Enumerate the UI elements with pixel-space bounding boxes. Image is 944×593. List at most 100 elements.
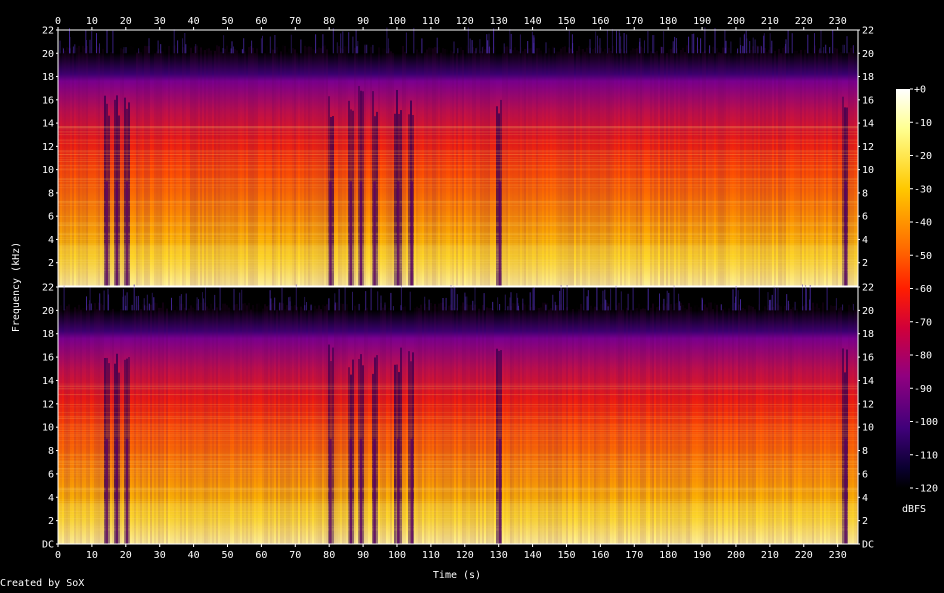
y-tick-label-left: 6	[48, 469, 54, 480]
x-tick-label-top: 100	[388, 16, 406, 27]
y-tick-label-right: 12	[862, 399, 874, 410]
x-tick-label-bottom: 160	[591, 550, 609, 561]
colorbar-tick-label: -60	[914, 284, 932, 295]
y-tick-label-left: 14	[42, 376, 54, 387]
x-tick-label-top: 210	[761, 16, 779, 27]
x-tick-label-bottom: 90	[357, 550, 369, 561]
colorbar-tick-label: -50	[914, 251, 932, 262]
x-tick-label-top: 230	[829, 16, 847, 27]
x-tick-label-bottom: 150	[557, 550, 575, 561]
y-tick-label-right: 22	[862, 283, 874, 294]
x-tick-label-top: 50	[221, 16, 233, 27]
y-tick-label-left: 16	[42, 95, 54, 106]
y-tick-label-left: 10	[42, 165, 54, 176]
y-tick-label-right: 20	[862, 49, 874, 60]
x-tick-label-top: 190	[693, 16, 711, 27]
y-tick-label-left: 4	[48, 235, 54, 246]
x-tick-label-top: 90	[357, 16, 369, 27]
x-tick-label-top: 140	[524, 16, 542, 27]
y-tick-label-right: 14	[862, 376, 874, 387]
y-tick-label-left: 2	[48, 258, 54, 269]
y-tick-label-left: 20	[42, 49, 54, 60]
x-tick-label-bottom: 230	[829, 550, 847, 561]
colorbar-tick-label: -30	[914, 184, 932, 195]
y-tick-label-right: 22	[862, 26, 874, 37]
y-tick-label-right: 2	[862, 516, 868, 527]
x-tick-label-top: 160	[591, 16, 609, 27]
colorbar-tick-label: -100	[914, 417, 938, 428]
colorbar-tick-label: -20	[914, 151, 932, 162]
x-tick-label-top: 10	[86, 16, 98, 27]
colorbar: +0 -10 -20 -30 -40 -50 -60 -70 -80 -90 -100 -110 -12…	[896, 85, 938, 495]
y-tick-label-right: 4	[862, 235, 868, 246]
x-tick-label-bottom: 100	[388, 550, 406, 561]
y-tick-label-left: 4	[48, 493, 54, 504]
y-tick-label-left: 22	[42, 26, 54, 37]
colorbar-tick-label: -10	[914, 118, 932, 129]
x-tick-label-top: 60	[255, 16, 267, 27]
x-tick-label-bottom: 220	[795, 550, 813, 561]
colorbar-tick-label: -90	[914, 384, 932, 395]
x-tick-label-top: 120	[456, 16, 474, 27]
x-tick-label-bottom: 10	[86, 550, 98, 561]
colorbar-label: dBFS	[902, 504, 926, 515]
y-tick-label-right: 2	[862, 258, 868, 269]
y-tick-label-right: 10	[862, 165, 874, 176]
x-tick-label-bottom: 40	[188, 550, 200, 561]
y-tick-label-right: 6	[862, 212, 868, 223]
y-tick-label-right: 10	[862, 423, 874, 434]
x-tick-label-top: 180	[659, 16, 677, 27]
colorbar-tick-label: +0	[914, 85, 926, 96]
colorbar-tick-label: -40	[914, 218, 932, 229]
y-tick-label-right: 16	[862, 353, 874, 364]
colorbar-tick-label: -80	[914, 351, 932, 362]
x-tick-label-bottom: 170	[625, 550, 643, 561]
y-tick-label-right: DC	[862, 540, 874, 551]
x-tick-label-bottom: 210	[761, 550, 779, 561]
y-tick-label-left: 12	[42, 399, 54, 410]
x-tick-label-bottom: 140	[524, 550, 542, 561]
x-tick-label-bottom: 30	[154, 550, 166, 561]
x-tick-label-bottom: 80	[323, 550, 335, 561]
y-tick-label-left: 22	[42, 283, 54, 294]
y-tick-label-right: 8	[862, 446, 868, 457]
y-tick-label-right: 14	[862, 119, 874, 130]
x-tick-label-top: 30	[154, 16, 166, 27]
y-tick-label-left: DC	[42, 540, 54, 551]
x-tick-label-top: 40	[188, 16, 200, 27]
y-tick-label-left: 14	[42, 119, 54, 130]
x-tick-label-top: 200	[727, 16, 745, 27]
x-tick-label-bottom: 130	[490, 550, 508, 561]
y-tick-label-right: 8	[862, 188, 868, 199]
x-tick-label-bottom: 180	[659, 550, 677, 561]
y-tick-label-left: 16	[42, 353, 54, 364]
credit-text: Created by SoX	[0, 578, 85, 589]
x-tick-label-top: 150	[557, 16, 575, 27]
x-tick-label-bottom: 70	[289, 550, 301, 561]
x-tick-label-top: 80	[323, 16, 335, 27]
x-tick-label-bottom: 50	[221, 550, 233, 561]
y-tick-label-right: 12	[862, 142, 874, 153]
colorbar-tick-label: -70	[914, 317, 932, 328]
x-tick-label-top: 170	[625, 16, 643, 27]
y-tick-label-left: 8	[48, 446, 54, 457]
x-tick-label-bottom: 20	[120, 550, 132, 561]
y-tick-label-right: 16	[862, 95, 874, 106]
x-tick-label-top: 110	[422, 16, 440, 27]
y-tick-label-left: 2	[48, 516, 54, 527]
y-tick-label-right: 6	[862, 469, 868, 480]
x-tick-label-top: 70	[289, 16, 301, 27]
y-tick-label-right: 20	[862, 306, 874, 317]
y-tick-label-right: 18	[862, 329, 874, 340]
y-tick-label-left: 12	[42, 142, 54, 153]
x-tick-label-bottom: 200	[727, 550, 745, 561]
y-tick-label-right: 4	[862, 493, 868, 504]
x-axis-label: Time (s)	[433, 570, 481, 581]
x-tick-label-bottom: 60	[255, 550, 267, 561]
x-tick-label-bottom: 110	[422, 550, 440, 561]
y-tick-label-left: 10	[42, 423, 54, 434]
x-tick-label-bottom: 0	[55, 550, 61, 561]
y-tick-label-right: 18	[862, 72, 874, 83]
